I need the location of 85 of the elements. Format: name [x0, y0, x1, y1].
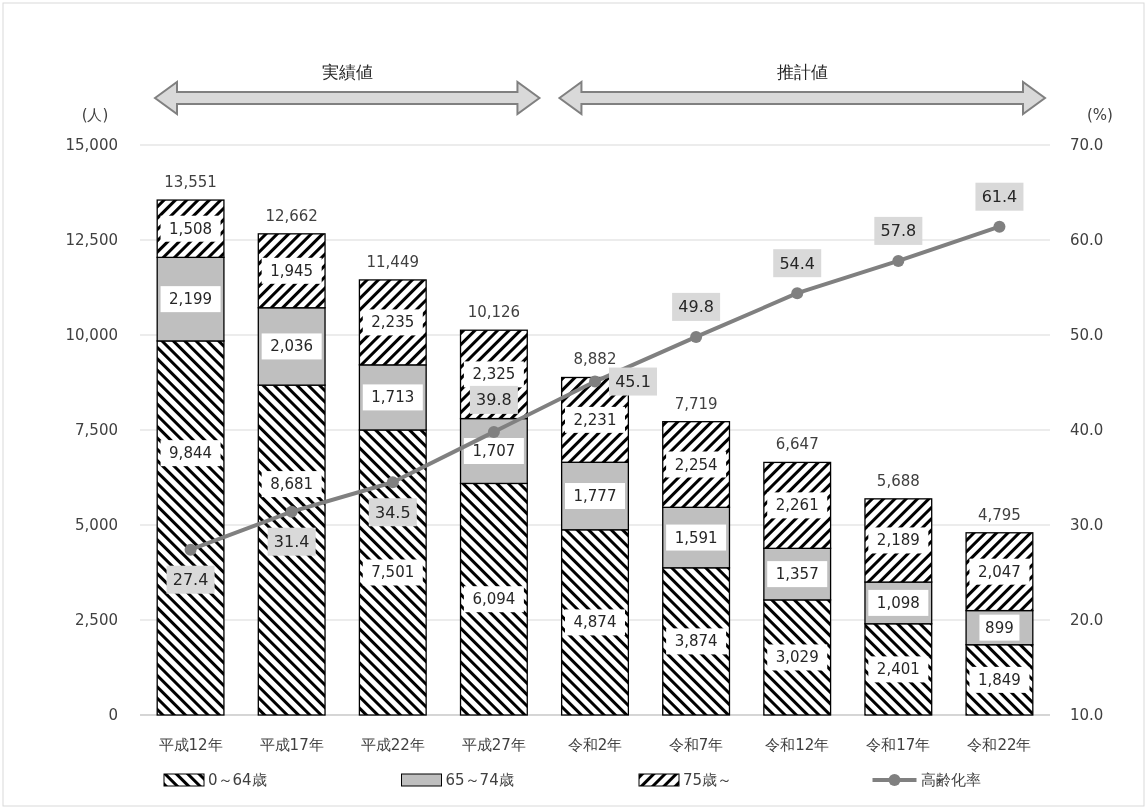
total-label: 13,551 — [164, 173, 217, 192]
data-label: 3,029 — [775, 648, 819, 667]
point — [892, 254, 905, 267]
total-label: 12,662 — [265, 206, 318, 225]
data-label: 1,591 — [674, 528, 718, 547]
point — [791, 287, 804, 300]
data-label: 1,707 — [472, 441, 516, 460]
total-label: 5,688 — [876, 471, 920, 490]
point — [993, 220, 1006, 233]
data-label: 1,945 — [270, 261, 314, 280]
data-label: 2,199 — [169, 290, 213, 309]
y-tick-label: 10,000 — [65, 326, 118, 344]
data-label: 2,189 — [876, 531, 920, 550]
y2-tick-label: 20.0 — [1070, 611, 1104, 629]
data-label: 2,231 — [573, 410, 617, 429]
x-tick-label: 令和22年 — [967, 736, 1032, 754]
total-label: 10,126 — [467, 303, 521, 322]
point — [589, 375, 601, 388]
y-tick-label: 15,000 — [65, 136, 118, 154]
y2-tick-label: 10.0 — [1070, 706, 1104, 724]
data-label: 1,098 — [876, 593, 920, 612]
point — [690, 330, 703, 343]
x-tick-label: 令和7年 — [668, 736, 724, 754]
legend-label: 65～74歳 — [445, 771, 514, 789]
data-label: 2,047 — [977, 562, 1021, 581]
data-label: 61.4 — [981, 187, 1018, 207]
y-tick-label: 0 — [108, 706, 118, 724]
point — [285, 505, 298, 518]
data-label: 45.1 — [615, 372, 651, 392]
y2-tick-label: 40.0 — [1070, 421, 1104, 439]
total-label: 8,882 — [573, 350, 617, 369]
data-label: 1,849 — [977, 670, 1021, 689]
data-label: 1,508 — [169, 219, 213, 238]
data-label: 54.4 — [779, 253, 816, 273]
point — [386, 476, 399, 489]
data-label: 899 — [985, 618, 1014, 637]
total-label: 11,449 — [366, 252, 420, 271]
legend-label: 75歳～ — [683, 771, 733, 789]
data-label: 8,681 — [270, 475, 314, 494]
text: 実績値 — [321, 62, 373, 82]
data-label: 31.4 — [273, 532, 310, 552]
data-label: 2,401 — [876, 660, 920, 679]
point — [184, 543, 197, 556]
data-label: 1,357 — [775, 565, 819, 584]
data-label: 34.5 — [374, 502, 411, 522]
y-tick-label: 7,500 — [75, 421, 118, 439]
y2-axis-title: (%) — [1087, 106, 1113, 124]
data-label: 2,261 — [775, 496, 819, 515]
total-label: 4,795 — [977, 505, 1021, 524]
total-label: 7,719 — [674, 394, 718, 413]
data-label: 39.8 — [476, 390, 512, 410]
x-tick-label: 平成27年 — [461, 736, 526, 754]
data-label: 27.4 — [172, 570, 209, 590]
data-label: 3,874 — [674, 632, 718, 651]
x-tick-label: 平成17年 — [259, 736, 324, 754]
data-label: 9,844 — [169, 444, 213, 463]
data-label: 2,254 — [674, 455, 718, 474]
data-label: 2,235 — [371, 313, 415, 332]
y2-tick-label: 70.0 — [1070, 136, 1104, 154]
y-axis-title: (人) — [81, 106, 109, 124]
total-label: 6,647 — [775, 435, 819, 454]
y-tick-label: 12,500 — [65, 231, 118, 249]
y2-tick-label: 50.0 — [1070, 326, 1104, 344]
y2-tick-label: 60.0 — [1070, 231, 1104, 249]
data-label: 6,094 — [472, 590, 516, 609]
x-tick-label: 令和12年 — [765, 736, 830, 754]
data-label: 1,777 — [573, 487, 617, 506]
data-label: 57.8 — [880, 221, 917, 241]
legend-label: 0～64歳 — [208, 771, 267, 789]
data-label: 1,713 — [371, 388, 415, 407]
data-label: 2,036 — [270, 337, 314, 356]
x-tick-label: 令和2年 — [567, 736, 623, 754]
data-label: 7,501 — [371, 563, 415, 582]
data-label: 4,874 — [573, 613, 617, 632]
text: 推計値 — [776, 62, 828, 82]
y-tick-label: 5,000 — [75, 516, 118, 534]
point — [487, 425, 500, 438]
y-tick-label: 2,500 — [75, 611, 118, 629]
legend-label: 高齢化率 — [920, 771, 981, 789]
data-label: 2,325 — [472, 365, 516, 384]
x-tick-label: 平成12年 — [158, 736, 223, 754]
x-tick-label: 令和17年 — [866, 736, 931, 754]
x-tick-label: 平成22年 — [360, 736, 425, 754]
data-label: 49.8 — [678, 297, 714, 317]
y2-tick-label: 30.0 — [1070, 516, 1104, 534]
